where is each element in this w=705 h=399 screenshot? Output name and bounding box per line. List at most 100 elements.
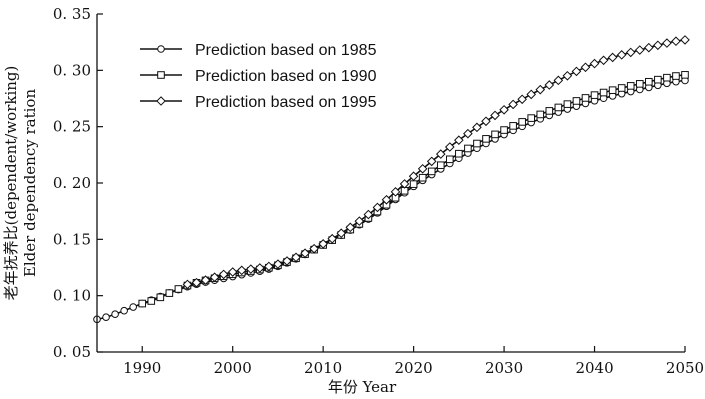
- data-point: [464, 144, 472, 153]
- data-point: [191, 277, 202, 288]
- data-point: [427, 167, 436, 176]
- data-point: [517, 94, 527, 105]
- data-point: [654, 75, 662, 84]
- data-point: [634, 45, 645, 55]
- data-point: [680, 35, 690, 45]
- x-tick-label: 2040: [575, 359, 613, 377]
- data-point: [138, 299, 147, 308]
- data-point: [509, 122, 517, 130]
- data-point: [590, 91, 599, 99]
- data-point: [490, 110, 500, 121]
- data-point: [553, 75, 564, 86]
- data-point: [644, 42, 654, 53]
- x-tick-label: 2020: [395, 359, 433, 377]
- data-point: [599, 88, 608, 97]
- data-point: [671, 36, 681, 47]
- data-point: [598, 55, 609, 66]
- legend-label: Prediction based on 1985: [195, 42, 377, 59]
- data-point: [544, 80, 555, 90]
- data-point: [446, 155, 454, 164]
- x-axis-title: 年份 Year: [328, 378, 397, 396]
- data-point: [625, 47, 636, 58]
- y-tick-label: 0. 20: [53, 174, 91, 192]
- ticks: 1990 2000 2010 2020 2030 2040 2050 0. 05 0. 10 0.…: [53, 5, 704, 377]
- series-diamond: [182, 35, 690, 290]
- y-tick-label: 0. 15: [53, 230, 91, 248]
- data-point: [616, 50, 627, 60]
- data-point: [662, 38, 672, 48]
- data-point: [245, 264, 256, 274]
- data-point: [174, 285, 183, 293]
- data-point: [408, 171, 419, 182]
- data-point: [455, 149, 463, 158]
- legend-label: Prediction based on 1990: [195, 68, 377, 85]
- data-point: [273, 259, 283, 269]
- data-point: [535, 84, 546, 95]
- data-point: [381, 194, 392, 205]
- data-point: [473, 139, 481, 148]
- x-tick-label: 2050: [666, 359, 704, 377]
- data-point: [372, 202, 383, 213]
- y-tick-label: 0. 05: [53, 343, 91, 361]
- legend-label: Prediction based on 1995: [195, 94, 377, 111]
- data-point: [156, 293, 165, 302]
- data-point: [463, 128, 473, 139]
- data-point: [227, 267, 238, 277]
- data-point: [617, 84, 626, 92]
- data-point: [481, 116, 491, 127]
- data-point: [635, 80, 644, 88]
- y-axis-title-line2: Elder dependency ration: [21, 89, 39, 278]
- data-point: [572, 97, 581, 105]
- x-tick-label: 2010: [304, 359, 342, 377]
- data-point: [354, 216, 365, 226]
- data-point: [147, 297, 156, 305]
- data-point: [120, 306, 128, 315]
- legend-marker: [157, 45, 165, 53]
- legend-marker: [156, 96, 166, 106]
- data-point: [526, 89, 537, 100]
- data-point: [111, 310, 119, 319]
- data-point: [409, 180, 418, 188]
- data-point: [581, 94, 590, 102]
- data-point: [200, 275, 211, 285]
- data-point: [336, 228, 347, 239]
- data-point: [309, 243, 319, 254]
- data-point: [435, 149, 446, 159]
- data-point: [129, 303, 137, 311]
- data-point: [300, 248, 310, 259]
- data-point: [399, 179, 410, 189]
- data-point: [472, 122, 482, 133]
- data-point: [589, 58, 600, 69]
- legend: Prediction based on 1985 Prediction based…: [140, 42, 377, 111]
- data-point: [491, 130, 499, 139]
- data-point: [218, 269, 229, 280]
- data-point: [291, 252, 301, 263]
- data-point: [499, 104, 509, 115]
- data-point: [426, 156, 437, 167]
- data-point: [545, 107, 554, 115]
- data-point: [417, 163, 428, 174]
- data-point: [571, 66, 582, 77]
- data-point: [580, 62, 591, 73]
- data-point: [390, 187, 401, 197]
- data-point: [363, 209, 374, 220]
- data-point: [607, 52, 618, 63]
- data-point: [345, 222, 356, 233]
- data-point: [626, 82, 635, 90]
- data-point: [236, 265, 247, 276]
- data-point: [282, 256, 292, 266]
- data-point: [508, 99, 518, 110]
- data-point: [672, 72, 680, 80]
- data-point: [527, 114, 536, 122]
- x-tick-label: 2030: [485, 359, 523, 377]
- y-tick-label: 0. 35: [53, 5, 91, 23]
- x-tick-label: 2000: [214, 359, 252, 377]
- data-point: [318, 239, 328, 249]
- data-point: [482, 135, 490, 143]
- data-point: [102, 313, 110, 321]
- data-point: [255, 263, 265, 273]
- data-point: [500, 126, 508, 134]
- legend-marker: [157, 71, 165, 79]
- data-point: [663, 73, 671, 82]
